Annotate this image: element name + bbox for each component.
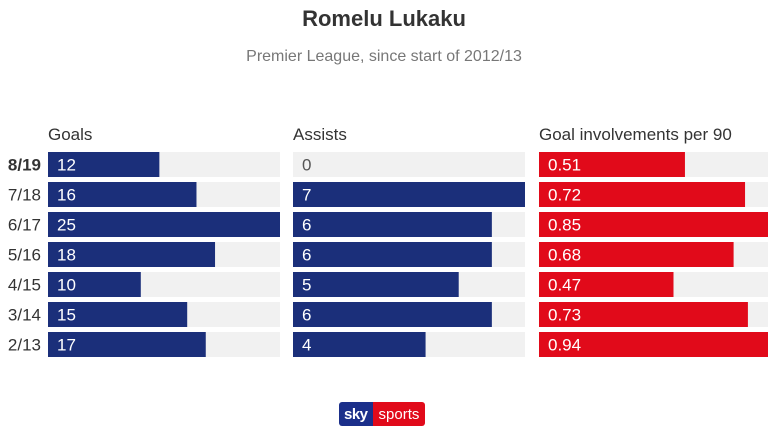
- bar-value-label: 6: [302, 246, 311, 265]
- bar-value-label: 6: [302, 216, 311, 235]
- bar-value-label: 0.85: [548, 216, 581, 235]
- bar: [539, 272, 674, 297]
- chart-title: Romelu Lukaku: [302, 6, 466, 31]
- season-label: 8/19: [8, 156, 41, 175]
- bar: [48, 272, 141, 297]
- season-label: 3/14: [8, 306, 41, 325]
- logo-sports-text: sports: [372, 402, 426, 426]
- bar: [293, 332, 426, 357]
- bar-value-label: 0.51: [548, 156, 581, 175]
- bar: [539, 212, 768, 237]
- bar-value-label: 15: [57, 306, 76, 325]
- logo-sky-text: sky: [339, 402, 373, 426]
- bar-value-label: 4: [302, 336, 311, 355]
- bar-value-label: 12: [57, 156, 76, 175]
- bar: [539, 332, 768, 357]
- season-label: 7/18: [8, 186, 41, 205]
- bar: [539, 302, 748, 327]
- panel-header: Assists: [293, 125, 347, 144]
- bar: [48, 212, 280, 237]
- bar-value-label: 25: [57, 216, 76, 235]
- bar-value-label: 6: [302, 306, 311, 325]
- bar-value-label: 17: [57, 336, 76, 355]
- bar-track: [293, 152, 525, 177]
- bar-value-label: 0.73: [548, 306, 581, 325]
- bar: [293, 242, 492, 267]
- bar-value-label: 0.72: [548, 186, 581, 205]
- panel-header: Goals: [48, 125, 92, 144]
- bar: [48, 242, 216, 267]
- bar-value-label: 5: [302, 276, 311, 295]
- sky-sports-logo: sky sports: [339, 402, 426, 426]
- bar: [293, 182, 525, 207]
- bar: [48, 332, 206, 357]
- bar: [293, 272, 459, 297]
- bar: [48, 182, 197, 207]
- bar: [539, 182, 746, 207]
- bar-value-label: 16: [57, 186, 76, 205]
- chart-subtitle: Premier League, since start of 2012/13: [246, 48, 522, 65]
- season-label: 6/17: [8, 216, 41, 235]
- bar-value-label: 0.68: [548, 246, 581, 265]
- bar: [539, 152, 685, 177]
- bar: [539, 242, 734, 267]
- season-label: 4/15: [8, 276, 41, 295]
- bar-value-label: 10: [57, 276, 76, 295]
- bar: [293, 302, 492, 327]
- bar-value-label: 0.94: [548, 336, 581, 355]
- bar: [48, 302, 188, 327]
- bar: [48, 152, 160, 177]
- season-label: 2/13: [8, 336, 41, 355]
- bar-value-label: 0.47: [548, 276, 581, 295]
- bar-value-label: 18: [57, 246, 76, 265]
- season-label: 5/16: [8, 246, 41, 265]
- bar-value-label: 0: [302, 156, 311, 175]
- panel-header: Goal involvements per 90: [539, 125, 732, 144]
- bar-value-label: 7: [302, 186, 311, 205]
- bar: [293, 212, 492, 237]
